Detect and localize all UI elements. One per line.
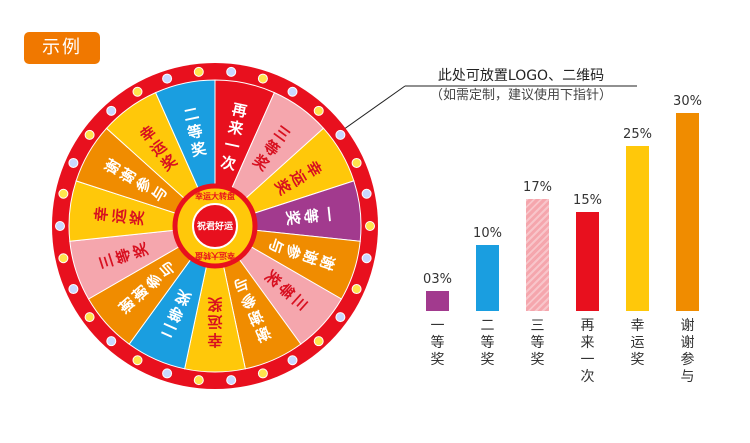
wheel-segment-char: 奖 bbox=[283, 209, 303, 227]
rim-bulb bbox=[162, 368, 173, 379]
rim-bulb bbox=[68, 284, 79, 295]
rim-bulb bbox=[335, 129, 346, 140]
rim-bulb bbox=[106, 336, 117, 347]
wheel-segment-char: 次 bbox=[219, 153, 237, 174]
example-badge: 示例 bbox=[24, 32, 100, 64]
rim-bulb bbox=[351, 284, 362, 295]
rim-bulb bbox=[132, 355, 143, 366]
bar-value-label: 03% bbox=[423, 272, 452, 287]
wheel-segment-char: 等 bbox=[165, 302, 186, 325]
wheel-segment-char: 与 bbox=[265, 236, 287, 256]
rim-bulb bbox=[226, 66, 237, 77]
wheel-segment-char: 奖 bbox=[190, 139, 209, 160]
bar-category-label: 幸运奖 bbox=[630, 318, 645, 368]
rim-bulb bbox=[193, 66, 204, 77]
logo-note-line2: （如需定制，建议使用下指针） bbox=[429, 88, 612, 103]
hub-middle-text: 祝君好运 bbox=[197, 220, 234, 232]
bar-category-label: 谢谢参与 bbox=[680, 318, 695, 385]
wheel-segment-char: 与 bbox=[231, 273, 252, 296]
bar bbox=[526, 199, 549, 311]
wheel-segment-char: 参 bbox=[282, 241, 304, 262]
wheel-segment-char: 谢 bbox=[316, 253, 338, 273]
wheel-segment-char: 三 bbox=[96, 251, 118, 271]
bar-category-label: 三等奖 bbox=[530, 318, 545, 368]
rim-bulb bbox=[313, 105, 324, 116]
bar bbox=[576, 212, 599, 311]
rim-bulb bbox=[361, 188, 372, 199]
bar-value-label: 15% bbox=[573, 193, 602, 208]
rim-bulb bbox=[58, 253, 69, 264]
rim-bulb bbox=[361, 253, 372, 264]
rim-bulb bbox=[365, 221, 375, 231]
rim-bulb bbox=[193, 375, 204, 386]
wheel-segment-char: 奖 bbox=[207, 295, 223, 313]
wheel-segment-char: 等 bbox=[301, 208, 320, 225]
rim-bulb bbox=[257, 73, 268, 84]
wheel-segment-char: 运 bbox=[207, 313, 222, 331]
wheel-segment-char: 谢 bbox=[299, 247, 321, 267]
rim-bulb bbox=[287, 355, 298, 366]
wheel-segment-char: 奖 bbox=[128, 208, 148, 226]
wheel-segment-char: 谢 bbox=[245, 306, 266, 329]
bar bbox=[676, 113, 699, 311]
wheel-segment-char: 一 bbox=[223, 135, 241, 156]
wheel-segment-char: 二 bbox=[158, 319, 179, 342]
rim-bulb bbox=[132, 86, 143, 97]
rim-bulb bbox=[313, 336, 324, 347]
wheel-segment-char: 一 bbox=[319, 206, 338, 223]
bar-value-label: 25% bbox=[623, 127, 652, 142]
bar-category-label: 一等奖 bbox=[430, 318, 445, 368]
hub-top-text: 幸运大转盘 bbox=[195, 191, 235, 201]
bar bbox=[626, 146, 649, 311]
hub-center bbox=[192, 203, 238, 249]
hub-ring-text: 幸运大转盘 bbox=[195, 251, 235, 261]
rim-bulb bbox=[84, 129, 95, 140]
wheel-segment-char: 等 bbox=[113, 246, 135, 266]
wheel-segment-char: 二 bbox=[182, 104, 200, 125]
rim-bulb bbox=[226, 375, 237, 386]
wheel-segment-char: 幸 bbox=[207, 331, 222, 349]
wheel-segment-char: 运 bbox=[110, 208, 129, 225]
rim-bulb bbox=[351, 157, 362, 168]
bar-category-label: 二等奖 bbox=[480, 318, 495, 368]
wheel-segment-char: 再 bbox=[230, 100, 248, 121]
rim-bulb bbox=[68, 157, 79, 168]
wheel-segment-char: 等 bbox=[186, 122, 204, 143]
bar-category-label: 再来一次 bbox=[580, 318, 595, 385]
wheel-segment-char: 奖 bbox=[130, 239, 152, 260]
rim-bulb bbox=[84, 312, 95, 323]
rim-bulb bbox=[58, 188, 69, 199]
bar bbox=[426, 291, 449, 311]
rim-bulb bbox=[55, 221, 65, 231]
bar-value-label: 30% bbox=[673, 94, 702, 109]
wheel-segment-char: 幸 bbox=[92, 206, 111, 223]
logo-note: 此处可放置LOGO、二维码 （如需定制，建议使用下指针） bbox=[405, 66, 637, 106]
logo-note-line1: 此处可放置LOGO、二维码 bbox=[437, 68, 605, 84]
rim-bulb bbox=[162, 73, 173, 84]
rim-bulb bbox=[106, 105, 117, 116]
rim-bulb bbox=[257, 368, 268, 379]
rim-bulb bbox=[335, 312, 346, 323]
bar bbox=[476, 245, 499, 311]
bar-value-label: 17% bbox=[523, 180, 552, 195]
wheel-segment-char: 来 bbox=[226, 118, 246, 139]
wheel-segment-char: 谢 bbox=[252, 323, 273, 346]
bar-value-label: 10% bbox=[473, 226, 502, 241]
rim-bulb bbox=[287, 86, 298, 97]
